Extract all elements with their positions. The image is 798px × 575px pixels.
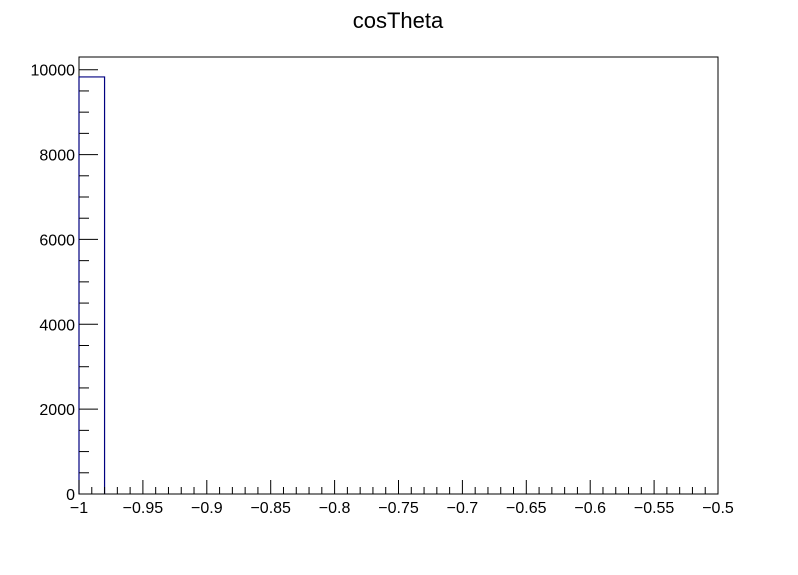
- x-tick-label: −1: [70, 500, 88, 517]
- x-tick-label: −0.9: [191, 500, 223, 517]
- x-tick-label: −0.6: [574, 500, 606, 517]
- x-tick-label: −0.5: [702, 500, 734, 517]
- x-tick-label: −0.95: [123, 500, 164, 517]
- x-tick-label: −0.85: [250, 500, 291, 517]
- x-tick-label: −0.8: [319, 500, 351, 517]
- x-tick-label: −0.7: [447, 500, 479, 517]
- y-tick-label: 2000: [39, 402, 75, 419]
- histogram-bin: [78, 76, 106, 494]
- chart-title: cosTheta: [353, 8, 444, 33]
- x-tick-label: −0.65: [506, 500, 547, 517]
- y-tick-label: 8000: [39, 148, 75, 165]
- y-tick-label: 4000: [39, 317, 75, 334]
- y-tick-label: 0: [66, 487, 75, 504]
- x-tick-label: −0.55: [634, 500, 675, 517]
- y-tick-label: 10000: [31, 63, 76, 80]
- x-tick-label: −0.75: [378, 500, 419, 517]
- plot-frame: [78, 56, 719, 495]
- y-tick-label: 6000: [39, 232, 75, 249]
